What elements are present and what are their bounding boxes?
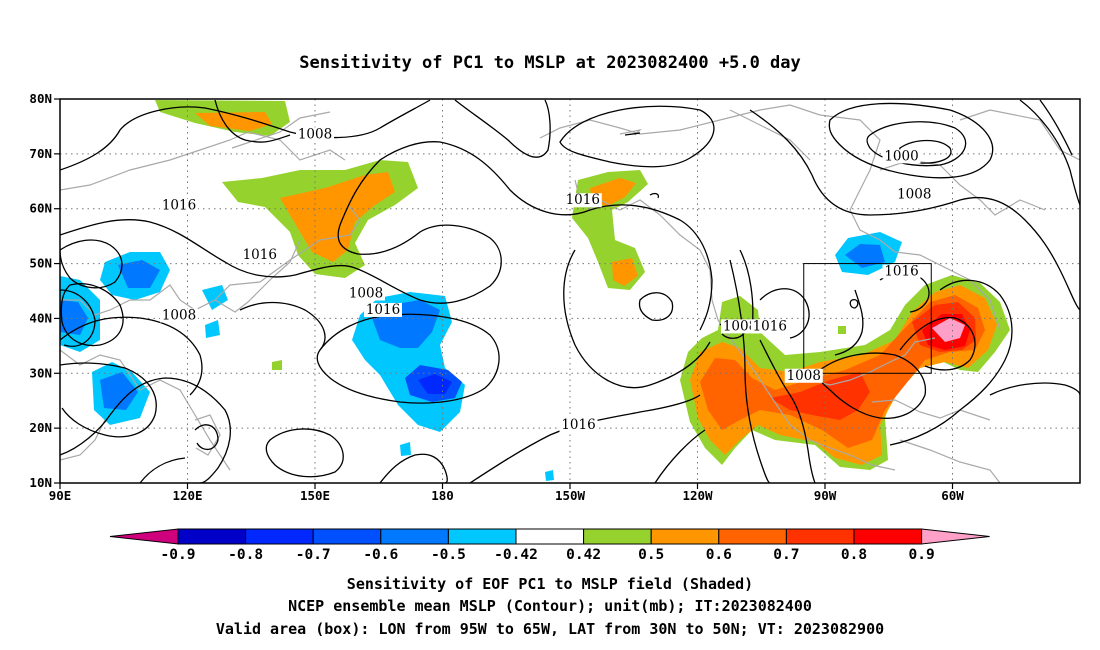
colorbar-label: 0.42 [566,547,601,563]
shade-orange-kamchatka [280,172,395,262]
contour-label-bg [750,319,789,334]
colorbar-label: -0.7 [296,547,331,563]
coastlines [60,104,1080,483]
colorbar-label: 0.7 [773,547,799,563]
shade-deepblue-scs [100,372,138,410]
shade-negative-speck-1 [545,470,554,481]
lat-tick-label: 20N [29,420,52,435]
contour-label: 1016 [162,198,196,214]
contour-label: 1000 [884,148,918,164]
contour-label: 1016 [566,192,600,208]
colorbar-label: -0.8 [228,547,263,563]
shade-red-tropics [770,372,870,420]
colorbar-cell [380,528,449,545]
contour-label-bg [347,286,385,301]
contour-label-bg [563,193,602,208]
lat-tick-label: 30N [29,365,52,380]
lon-tick-label: 90E [49,488,72,503]
shade-negative-speck-2 [400,442,411,456]
shade-darkorange-tropics [700,295,985,448]
colorbar-label: 0.6 [706,547,732,563]
colorbar-cell [583,528,652,545]
colorbar-cell [312,528,382,545]
lat-tick-label: 70N [29,146,52,161]
caption-line-1: Sensitivity of EOF PC1 to MSLP field (Sh… [347,575,753,593]
caption-line-3: Valid area (box): LON from 95W to 65W, L… [216,620,884,638]
colorbar-cell [785,528,855,545]
colorbar-cell [853,528,923,545]
lat-tick-label: 40N [29,310,52,325]
contour-label: 1008 [349,285,383,301]
contour-label: 1008 [723,318,757,334]
colorbar-cell [515,528,585,545]
contour-labels: 1008101610161008100810161016101610001008… [160,126,934,433]
colorbar-label: -0.9 [161,547,196,563]
colorbar-label: -0.42 [494,547,538,563]
lat-tick-label: 80N [29,91,52,106]
lat-tick-label: 60N [29,201,52,216]
lat-tick-label: 10N [29,475,52,490]
axis-labels: 90E 120E 150E 180 150W 120W 90W 60W 10N 20N 30N 40N… [29,91,964,503]
contour-label: 1016 [366,302,400,318]
contour-label-bg [296,127,334,142]
colorbar-low-arrow [109,528,179,545]
contour-label-bg [882,264,921,279]
figure-title: Sensitivity of PC1 to MSLP at 2023082400… [299,53,801,73]
shade-deepblue-korea [118,260,160,288]
colorbar-cell [245,528,314,545]
shade-positive-speck-1 [272,360,282,370]
contour-label-bg [882,149,921,164]
contour-label: 1008 [162,307,196,323]
contour-label: 1016 [753,318,787,334]
lon-tick-label: 120E [172,488,202,503]
shade-blue-newfoundland [845,244,885,268]
colorbar-cell [718,528,787,545]
colorbar-cell [447,528,517,545]
colorbar-label: -0.5 [431,547,466,563]
colorbar-label: 0.8 [841,547,867,563]
colorbar: -0.9 -0.8 -0.7 -0.6 -0.5 -0.42 0.42 0.5 0.6 0.7 0.… [109,528,990,563]
contour-label-bg [364,302,402,317]
shade-negative-speck-3 [205,320,220,338]
caption-line-2: NCEP ensemble mean MSLP (Contour); unit(… [288,597,812,615]
lon-tick-label: 150W [555,488,586,503]
map-panel [60,99,1080,483]
contour-label-bg [559,418,598,433]
contour-label-bg [721,319,759,334]
colorbar-label: 0.9 [908,547,934,563]
shade-positive-speck-2 [838,326,846,334]
shade-deepblue-westpac-south [418,374,452,394]
lon-tick-label: 180 [431,488,454,503]
mslp-contours [60,99,1080,483]
contour-label-bg [240,248,279,263]
contour-label-bg [895,187,934,202]
contour-label-bg [160,308,198,323]
shade-orange-bering [195,112,272,131]
valid-area-box [803,263,932,374]
contour-label: 1008 [298,126,332,142]
lat-tick-label: 50N [29,256,52,271]
lon-tick-label: 150E [300,488,330,503]
shade-negative-japan [202,285,228,310]
lon-tick-label: 90W [814,488,837,503]
lon-tick-label: 120W [682,488,713,503]
colorbar-cell [650,528,720,545]
contour-label-bg [784,368,823,383]
shade-orange-alaska-south [612,258,638,286]
contour-label-bg [160,198,198,213]
shade-pink-atlantic [932,318,965,342]
lon-tick-label: 60W [941,488,964,503]
colorbar-high-arrow [921,528,990,545]
colorbar-label: 0.5 [638,547,664,563]
contour-label: 1016 [243,247,277,263]
colorbar-label: -0.6 [363,547,398,563]
contour-label: 1008 [787,368,821,384]
contour-label: 1016 [561,417,595,433]
contour-label: 1016 [884,264,918,280]
colorbar-cell [177,528,247,545]
captions: Sensitivity of EOF PC1 to MSLP field (Sh… [216,575,884,638]
contour-label: 1008 [897,187,931,203]
